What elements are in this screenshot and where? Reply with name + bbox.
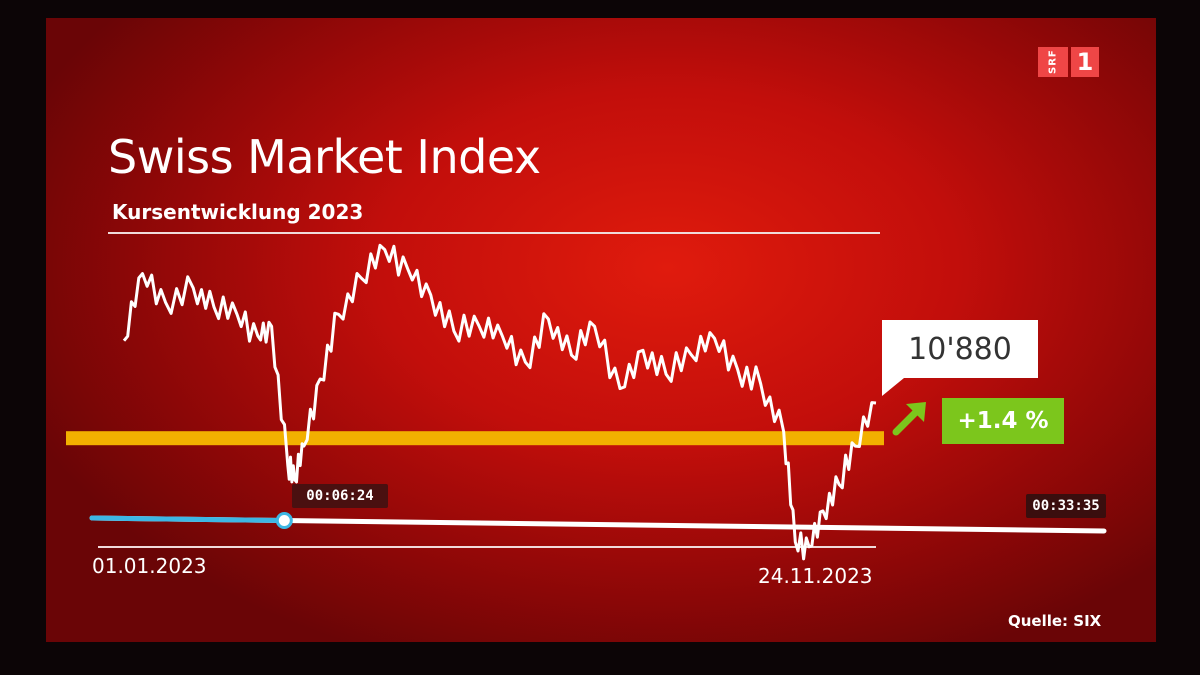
tv-screen: SRF 1 Swiss Market Index Kursentwicklung… — [46, 18, 1156, 642]
x-start-label: 01.01.2023 — [92, 554, 207, 578]
progress-handle — [275, 512, 293, 529]
last-value-label: 10'880 — [882, 320, 1038, 378]
title-divider — [108, 232, 880, 234]
srf-1-logo: SRF 1 — [1038, 47, 1100, 77]
arrow-up-right-icon — [892, 402, 926, 436]
series-line-smi — [122, 243, 877, 561]
value-label-pointer — [882, 378, 904, 396]
graphic-title: Swiss Market Index — [108, 130, 541, 184]
source-label: Quelle: SIX — [1008, 612, 1102, 630]
reference-line — [66, 431, 884, 446]
progress-fill — [89, 515, 287, 523]
total-time-label: 00:33:35 — [1026, 494, 1106, 518]
change-badge: +1.4 % — [942, 398, 1064, 444]
graphic-subtitle: Kursentwicklung 2023 — [112, 200, 364, 224]
axis-divider — [98, 546, 876, 548]
smi-line-chart — [66, 243, 1107, 561]
channel-number: 1 — [1071, 47, 1099, 77]
current-time-tooltip: 00:06:24 — [292, 484, 388, 508]
x-end-label: 24.11.2023 — [758, 564, 873, 588]
